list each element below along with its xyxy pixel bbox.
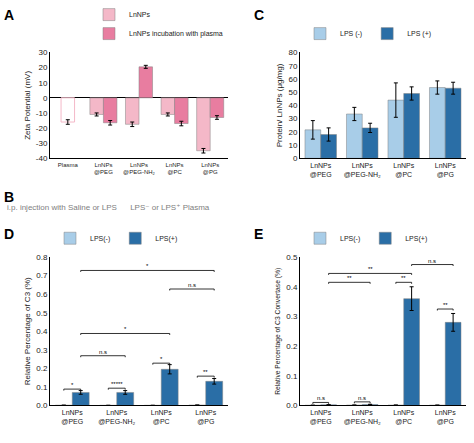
svg-text:**: **: [443, 302, 448, 308]
svg-text:-40: -40: [36, 154, 48, 163]
svg-text:80: 80: [288, 48, 297, 57]
svg-text:LnNPs: LnNPs: [129, 11, 151, 18]
svg-text:0.5: 0.5: [286, 253, 298, 262]
svg-text:0.2: 0.2: [286, 342, 298, 351]
svg-text:*: *: [124, 326, 127, 332]
svg-text:30: 30: [288, 114, 297, 123]
svg-text:n.s: n.s: [358, 395, 366, 401]
svg-text:LnNPs@PEG: LnNPs@PEG: [310, 409, 332, 425]
svg-text:0.0: 0.0: [286, 401, 298, 410]
svg-text:-30: -30: [36, 139, 48, 148]
svg-text:A: A: [4, 7, 14, 23]
svg-text:0.5: 0.5: [36, 309, 48, 318]
svg-text:LnNPs@PEG-NH₂: LnNPs@PEG-NH₂: [123, 162, 155, 176]
svg-text:LPS(+): LPS(+): [405, 235, 427, 243]
svg-text:20: 20: [288, 128, 297, 137]
svg-text:10: 10: [39, 79, 48, 88]
svg-text:LnNPs@PEG-NH₂: LnNPs@PEG-NH₂: [344, 162, 381, 178]
svg-text:Relative Percentage of C3 Conv: Relative Percentage of C3 Convertase (%): [274, 268, 282, 395]
svg-text:E: E: [254, 226, 263, 242]
svg-text:Plasma: Plasma: [58, 162, 79, 168]
svg-text:LnNPs@PG: LnNPs@PG: [435, 409, 457, 425]
svg-text:70: 70: [288, 62, 297, 71]
svg-text:i.p. injection with Saline or: i.p. injection with Saline or LPS LPS⁻ o…: [7, 203, 210, 212]
svg-text:*: *: [146, 263, 149, 269]
svg-text:n.s: n.s: [317, 395, 325, 401]
svg-text:LnNPs@PG: LnNPs@PG: [195, 409, 217, 425]
svg-text:**: **: [401, 275, 406, 281]
svg-text:n.s: n.s: [188, 282, 196, 288]
svg-text:0.8: 0.8: [36, 253, 48, 262]
svg-text:**: **: [368, 266, 373, 272]
svg-text:0.4: 0.4: [286, 283, 298, 292]
svg-text:Zeta Potential (mV): Zeta Potential (mV): [23, 71, 32, 140]
svg-text:LPS (+): LPS (+): [407, 30, 431, 38]
svg-text:50: 50: [288, 88, 297, 97]
svg-text:LnNPs@PEG: LnNPs@PEG: [310, 162, 332, 178]
svg-text:D: D: [4, 226, 14, 242]
svg-text:0.2: 0.2: [36, 364, 48, 373]
svg-text:LnNPs@PEG-NH₂: LnNPs@PEG-NH₂: [98, 409, 135, 425]
svg-text:Protein/ LnNPs (μg/mg): Protein/ LnNPs (μg/mg): [275, 63, 284, 147]
svg-text:0.4: 0.4: [36, 327, 48, 336]
svg-text:0.1: 0.1: [36, 383, 48, 392]
svg-text:*: *: [160, 356, 163, 362]
svg-text:60: 60: [288, 75, 297, 84]
svg-text:0.3: 0.3: [36, 346, 48, 355]
svg-text:0.0: 0.0: [36, 401, 48, 410]
svg-text:n.s: n.s: [99, 349, 107, 355]
svg-text:0: 0: [43, 94, 48, 103]
svg-text:0: 0: [293, 154, 298, 163]
svg-text:**: **: [203, 369, 208, 375]
svg-text:LnNPs@PC: LnNPs@PC: [393, 162, 415, 178]
svg-text:LnNPs@PC: LnNPs@PC: [151, 409, 173, 425]
svg-text:0.1: 0.1: [286, 372, 298, 381]
svg-text:C: C: [254, 7, 264, 23]
svg-text:LnNPs@PEG-NH₂: LnNPs@PEG-NH₂: [344, 409, 381, 425]
svg-text:LnNPs@PEG: LnNPs@PEG: [94, 162, 113, 176]
svg-text:30: 30: [39, 48, 48, 57]
svg-text:-20: -20: [36, 124, 48, 133]
svg-text:B: B: [4, 189, 14, 205]
svg-text:LnNPs@PC: LnNPs@PC: [166, 162, 184, 176]
svg-text:LPS (-): LPS (-): [340, 30, 362, 38]
svg-text:-10: -10: [36, 109, 48, 118]
svg-text:*****: *****: [111, 381, 123, 387]
svg-text:40: 40: [288, 101, 297, 110]
svg-text:LnNPs@PG: LnNPs@PG: [201, 162, 219, 176]
svg-text:0.6: 0.6: [36, 290, 48, 299]
svg-text:20: 20: [39, 63, 48, 72]
svg-text:LnNPs@PG: LnNPs@PG: [435, 162, 457, 178]
svg-text:0.7: 0.7: [36, 271, 48, 280]
svg-text:LnNPs@PEG: LnNPs@PEG: [61, 409, 83, 425]
svg-text:0.3: 0.3: [286, 312, 298, 321]
svg-text:LnNPs incubation with plasma: LnNPs incubation with plasma: [129, 30, 223, 38]
svg-text:LnNPs@PC: LnNPs@PC: [393, 409, 415, 425]
svg-text:Relative Percentage of C3 (%): Relative Percentage of C3 (%): [23, 277, 32, 385]
svg-text:**: **: [347, 275, 352, 281]
svg-text:10: 10: [288, 141, 297, 150]
svg-text:LPS(+): LPS(+): [155, 235, 177, 243]
svg-text:LPS(-): LPS(-): [90, 235, 110, 243]
svg-text:*: *: [71, 382, 74, 388]
svg-text:n.s: n.s: [428, 258, 436, 264]
svg-text:LPS(-): LPS(-): [340, 235, 360, 243]
